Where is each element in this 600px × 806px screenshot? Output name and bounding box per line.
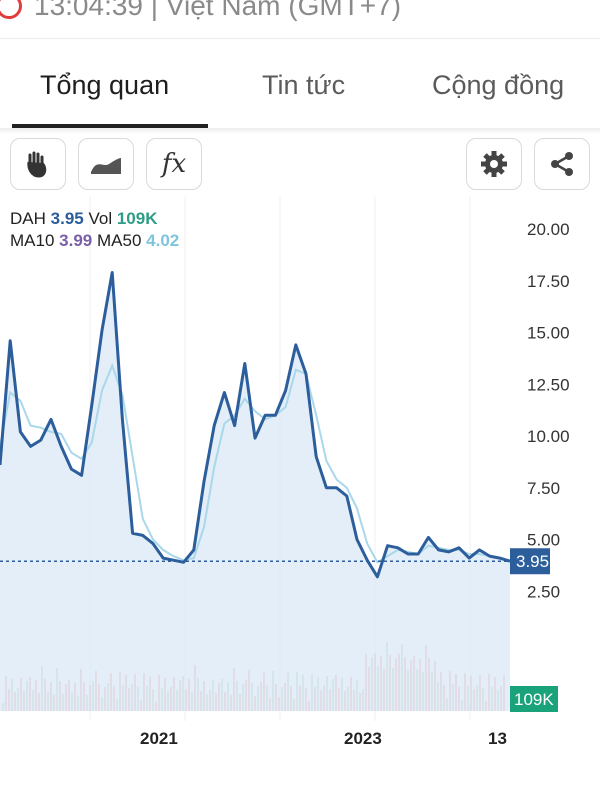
ma50-value: 4.02 bbox=[146, 231, 180, 250]
y-axis-label: 10.00 bbox=[527, 427, 570, 446]
time-range-bar bbox=[0, 776, 600, 806]
x-axis-label: 2021 bbox=[140, 729, 178, 748]
line-style-button[interactable] bbox=[78, 138, 134, 190]
y-axis-label: 2.50 bbox=[527, 582, 560, 601]
tab-overview[interactable]: Tổng quan bbox=[40, 70, 170, 100]
price-value: 3.95 bbox=[50, 209, 84, 228]
market-time-status: 13:04:39 | Việt Nam (GMT+7) bbox=[0, 0, 600, 26]
function-icon: fx bbox=[161, 149, 187, 179]
ma10-value: 3.99 bbox=[59, 231, 93, 250]
market-time-text: 13:04:39 | Việt Nam (GMT+7) bbox=[34, 0, 402, 21]
clock-icon bbox=[0, 0, 22, 19]
ma10-label: MA10 bbox=[10, 231, 55, 250]
y-axis-label: 5.00 bbox=[527, 531, 560, 550]
y-axis-label: 12.50 bbox=[527, 375, 570, 394]
price-line bbox=[0, 271, 511, 579]
chart-legend: DAH 3.95 Vol 109K MA10 3.99 MA50 4.02 bbox=[10, 208, 179, 252]
active-tab-indicator bbox=[12, 124, 208, 128]
volume-value: 109K bbox=[116, 209, 158, 228]
ticker-symbol: DAH bbox=[10, 209, 46, 228]
line-style-icon bbox=[91, 158, 121, 174]
last-volume-tag bbox=[510, 686, 558, 712]
share-button[interactable] bbox=[534, 138, 590, 190]
hand-icon bbox=[27, 151, 47, 178]
price-chart[interactable]: 20.00 17.50 15.00 12.50 10.00 7.50 5.00 2.50 20… bbox=[0, 196, 600, 756]
y-axis-label: 20.00 bbox=[527, 220, 570, 239]
price-area-fill bbox=[0, 272, 510, 711]
divider bbox=[0, 38, 600, 39]
indicator-function-button[interactable]: fx bbox=[146, 138, 202, 190]
chart-toolbar: fx bbox=[0, 138, 600, 194]
y-axis-label: 17.50 bbox=[527, 272, 570, 291]
y-axis-label: 15.00 bbox=[527, 324, 570, 343]
x-axis-label: 13 bbox=[488, 729, 507, 748]
y-axis-label: 7.50 bbox=[527, 479, 560, 498]
volume-label: Vol bbox=[88, 209, 113, 228]
ma50-label: MA50 bbox=[96, 231, 142, 250]
hand-tool-button[interactable] bbox=[10, 138, 66, 190]
last-price-tag bbox=[510, 548, 550, 575]
x-axis-label: 2023 bbox=[344, 729, 382, 748]
tab-bar: Tổng quan Tin tức Cộng đồng bbox=[0, 52, 600, 128]
last-volume-tag-text: 109K bbox=[514, 690, 554, 709]
tab-bar-shadow bbox=[0, 128, 600, 134]
last-price-tag-text: 3.95 bbox=[516, 552, 549, 571]
chart-settings-button[interactable] bbox=[466, 138, 522, 190]
tab-news[interactable]: Tin tức bbox=[262, 70, 346, 100]
tab-community[interactable]: Cộng đồng bbox=[432, 70, 565, 100]
gear-icon bbox=[481, 151, 507, 177]
share-icon bbox=[551, 152, 573, 176]
